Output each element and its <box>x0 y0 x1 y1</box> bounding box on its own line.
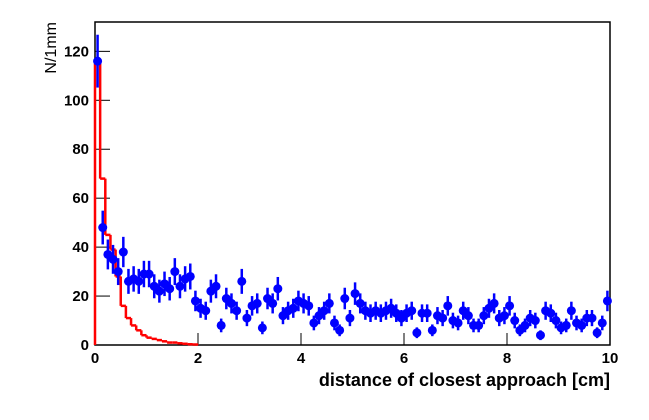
data-point <box>597 318 607 328</box>
data-point <box>154 286 164 296</box>
x-tick-label: 0 <box>91 350 99 367</box>
x-tick-label: 4 <box>297 350 306 367</box>
data-point <box>288 303 298 313</box>
data-point <box>530 316 540 326</box>
y-tick-label: 0 <box>81 337 89 354</box>
data-point <box>463 311 473 321</box>
data-point <box>324 298 334 308</box>
data-point <box>340 294 350 304</box>
data-point <box>175 281 185 291</box>
data-point <box>412 328 422 338</box>
data-point <box>329 318 339 328</box>
data-point <box>134 276 144 286</box>
data-point <box>185 271 195 281</box>
data-point <box>226 298 236 308</box>
data-point <box>566 306 576 316</box>
data-point <box>98 223 108 233</box>
data-point <box>592 328 602 338</box>
data-point <box>546 308 556 318</box>
x-axis-title: distance of closest approach [cm] <box>319 370 610 390</box>
data-point <box>304 301 314 311</box>
data-point <box>118 247 128 257</box>
data-point <box>350 289 360 299</box>
data-point <box>113 267 123 277</box>
data-point <box>319 306 329 316</box>
y-tick-label: 40 <box>72 239 89 256</box>
data-point <box>474 320 484 330</box>
data-point <box>489 298 499 308</box>
data-point <box>551 316 561 326</box>
y-tick-label: 100 <box>64 92 89 109</box>
data-point <box>438 313 448 323</box>
data-point <box>453 318 463 328</box>
x-tick-label: 2 <box>194 350 202 367</box>
data-point <box>216 320 226 330</box>
y-tick-label: 60 <box>72 190 89 207</box>
data-point <box>407 306 417 316</box>
data-point <box>252 298 262 308</box>
data-point <box>427 325 437 335</box>
data-point <box>190 296 200 306</box>
data-point <box>499 311 509 321</box>
y-axis-title: N/1mm <box>43 22 60 74</box>
data-point <box>587 313 597 323</box>
data-point <box>422 308 432 318</box>
data-point <box>355 298 365 308</box>
x-tick-label: 8 <box>503 350 511 367</box>
data-point <box>520 320 530 330</box>
data-point <box>505 301 515 311</box>
data-point <box>561 320 571 330</box>
data-point <box>242 313 252 323</box>
x-tick-label: 10 <box>602 350 619 367</box>
data-point <box>211 281 221 291</box>
data-point <box>170 267 180 277</box>
data-point <box>237 276 247 286</box>
y-tick-label: 120 <box>64 43 89 60</box>
data-point <box>577 320 587 330</box>
data-point <box>257 323 267 333</box>
data-point <box>335 325 345 335</box>
data-point <box>443 301 453 311</box>
data-point <box>165 284 175 294</box>
data-point <box>232 306 242 316</box>
data-point <box>535 330 545 340</box>
data-point <box>602 296 612 306</box>
y-tick-label: 80 <box>72 141 89 158</box>
x-tick-label: 6 <box>400 350 408 367</box>
data-point <box>201 306 211 316</box>
data-point <box>345 313 355 323</box>
data-point <box>510 316 520 326</box>
data-point <box>273 284 283 294</box>
data-point <box>479 311 489 321</box>
data-point <box>268 298 278 308</box>
y-tick-label: 20 <box>72 288 89 305</box>
data-point <box>93 56 103 66</box>
data-point <box>144 269 154 279</box>
data-point <box>309 318 319 328</box>
data-point <box>108 254 118 264</box>
